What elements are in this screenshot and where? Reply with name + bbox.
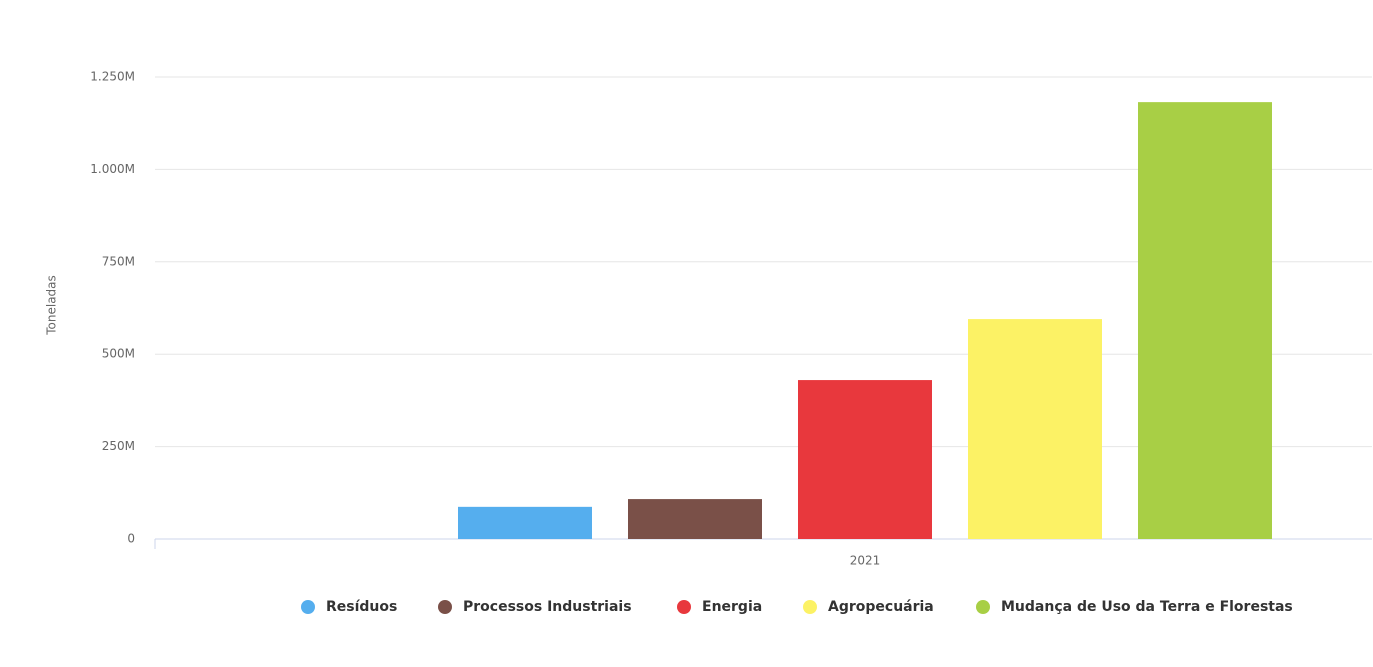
y-tick-label: 500M <box>102 347 135 361</box>
bar <box>798 380 932 539</box>
legend-marker <box>677 600 691 614</box>
legend-label: Processos Industriais <box>463 599 632 615</box>
legend-label: Agropecuária <box>828 599 934 615</box>
bar <box>968 319 1102 539</box>
legend-marker <box>438 600 452 614</box>
legend-marker <box>976 600 990 614</box>
y-tick-label: 750M <box>102 254 135 268</box>
bar <box>458 506 592 539</box>
bar <box>628 499 762 539</box>
bar <box>1138 102 1272 539</box>
legend-marker <box>803 600 817 614</box>
legend-label: Resíduos <box>326 599 397 615</box>
y-tick-label: 1.000M <box>90 162 135 176</box>
x-tick-label: 2021 <box>850 554 881 568</box>
legend-marker <box>301 600 315 614</box>
y-tick-label: 0 <box>127 532 135 546</box>
legend-label: Mudança de Uso da Terra e Florestas <box>1001 599 1293 615</box>
y-tick-label: 1.250M <box>90 70 135 84</box>
legend-label: Energia <box>702 599 762 615</box>
y-tick-label: 250M <box>102 439 135 453</box>
y-axis-title: Toneladas <box>45 275 59 336</box>
